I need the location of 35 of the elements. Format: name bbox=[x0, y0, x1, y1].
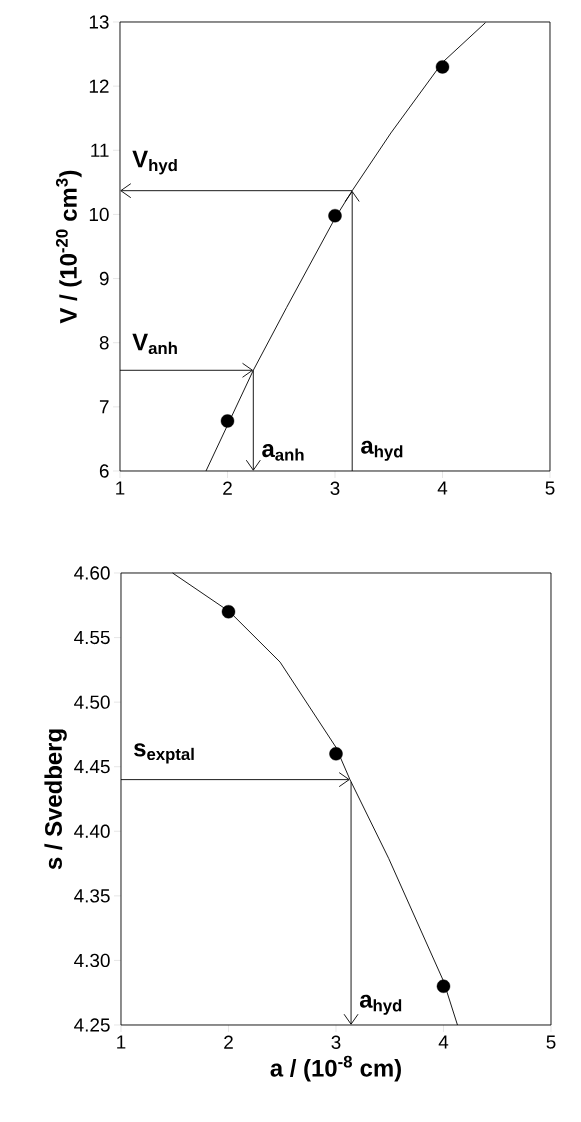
y-tick-label: 4.30 bbox=[74, 953, 110, 968]
y-tick-label: 6 bbox=[99, 464, 109, 478]
y-axis-title: s / Svedberg bbox=[44, 729, 67, 870]
y-tick-label: 4.55 bbox=[74, 630, 110, 645]
y-tick-label: 8 bbox=[99, 336, 109, 350]
ref-line-label: s$_{exptal}$ bbox=[134, 743, 194, 764]
x-tick-label: 4 bbox=[437, 481, 448, 495]
x-tick-label: 3 bbox=[330, 481, 340, 495]
ref-line-label: a$_{anh}$ bbox=[262, 444, 304, 461]
x-tick-label: 3 bbox=[331, 1035, 341, 1049]
ref-line-label: V$_{anh}$ bbox=[132, 333, 177, 355]
y-tick-label: 10 bbox=[89, 207, 109, 222]
x-tick-label: 5 bbox=[546, 1035, 556, 1049]
y-tick-label: 12 bbox=[89, 79, 109, 93]
y-tick-label: 4.50 bbox=[74, 695, 110, 709]
ref-line-label: V$_{hyd}$ bbox=[132, 150, 177, 175]
x-tick-label: 1 bbox=[117, 1035, 126, 1049]
x-tick-label: 1 bbox=[116, 481, 125, 495]
y-tick-label: 9 bbox=[99, 271, 109, 286]
ref-line-label: a$_{hyd}$ bbox=[361, 440, 403, 461]
y-tick-label: 4.40 bbox=[74, 824, 110, 838]
y-tick-label: 13 bbox=[89, 15, 109, 29]
ref-line-label: a$_{hyd}$ bbox=[359, 994, 402, 1015]
y-tick-label: 4.25 bbox=[74, 1018, 110, 1032]
y-tick-label: 11 bbox=[91, 143, 109, 157]
y-axis-title: V / (10$^{-20}$ cm$^{3}$) bbox=[55, 170, 82, 324]
x-tick-label: 2 bbox=[223, 481, 232, 495]
y-tick-label: 7 bbox=[99, 400, 109, 414]
x-tick-label: 2 bbox=[224, 1035, 233, 1049]
y-tick-label: 4.45 bbox=[74, 760, 110, 774]
y-tick-label: 4.60 bbox=[74, 566, 110, 580]
x-tick-label: 5 bbox=[545, 481, 555, 495]
x-tick-label: 4 bbox=[438, 1035, 449, 1049]
x-axis-title: a / (10$^{-8}$ cm) bbox=[270, 1055, 401, 1082]
y-tick-label: 4.35 bbox=[74, 889, 110, 903]
